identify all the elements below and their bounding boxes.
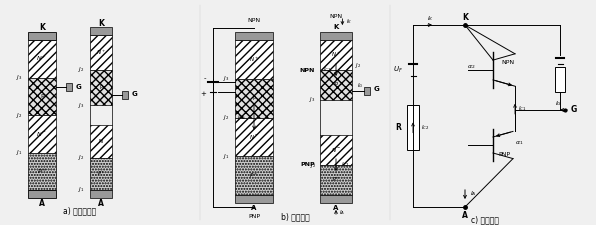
Text: $J_2$: $J_2$ [79,153,85,162]
Text: $N^-$: $N^-$ [331,146,341,154]
Text: $N^+$: $N^+$ [249,55,259,64]
Text: $J_2$: $J_2$ [355,61,361,70]
Text: $J_3$: $J_3$ [224,74,230,83]
Text: a) 晶闸管拆分: a) 晶闸管拆分 [63,207,97,216]
Text: P: P [252,96,256,101]
Text: NPN: NPN [330,14,343,18]
Text: P: P [334,83,337,88]
Text: A: A [98,198,104,207]
Text: $N^-$: $N^-$ [249,133,259,141]
Text: NPN: NPN [501,59,514,65]
Text: $P^+$: $P^+$ [332,176,340,184]
Bar [90,35,112,70]
Bar [28,40,56,77]
Bar [407,105,419,150]
Text: $I_G$: $I_G$ [555,99,562,108]
Text: b) 等效连接: b) 等效连接 [281,212,309,221]
Bar [320,70,352,100]
Text: K: K [98,18,104,27]
Text: A: A [39,198,45,207]
Text: PNP: PNP [248,214,260,220]
Text: P: P [100,85,103,90]
Text: $\alpha_2$: $\alpha_2$ [467,63,475,71]
Bar [90,190,112,198]
Text: $J_3$: $J_3$ [78,101,85,110]
Text: NPN: NPN [247,18,260,22]
Bar [90,125,112,158]
Bar [320,40,352,70]
Text: $I_A$: $I_A$ [470,189,477,198]
Text: $J_1$: $J_1$ [16,148,23,157]
Text: $J_2$: $J_2$ [309,160,316,169]
Text: c) 等效电路: c) 等效电路 [471,216,499,225]
Bar [28,190,56,198]
Bar [364,87,370,95]
Bar [235,40,273,79]
Text: $U_F$: $U_F$ [393,65,403,75]
Bar [90,70,112,105]
Bar [235,195,273,203]
Bar [320,32,352,40]
Text: $N^+$: $N^+$ [36,54,48,63]
Text: K: K [462,13,468,22]
Text: $J_2$: $J_2$ [17,110,23,119]
Text: NPN: NPN [300,68,315,72]
Text: G: G [132,92,138,97]
Text: $P^+$: $P^+$ [249,171,259,180]
Bar [66,83,72,91]
Text: $I_{C1}$: $I_{C1}$ [322,65,331,74]
Text: $P^+$: $P^+$ [37,167,47,176]
Text: $P^+$: $P^+$ [97,169,105,178]
Text: G: G [374,86,380,92]
Text: P: P [40,94,44,99]
Text: G: G [571,106,578,115]
Bar [235,156,273,195]
Text: $N^+$: $N^+$ [331,51,341,59]
Text: K: K [39,22,45,32]
Text: PNP: PNP [300,162,315,167]
Text: N: N [99,139,103,144]
Text: $J_3$: $J_3$ [16,73,23,82]
Bar [28,115,56,153]
Text: +: + [200,92,206,97]
Bar [122,90,128,99]
Text: R: R [395,123,401,132]
Bar [555,67,565,92]
Bar [320,195,352,203]
Bar [320,135,352,165]
Bar [320,165,352,195]
Bar [90,158,112,190]
Text: $J_1$: $J_1$ [224,152,230,161]
Bar [235,117,273,156]
Bar [235,79,273,117]
Text: $J_2$: $J_2$ [224,113,230,122]
Bar [28,77,56,115]
Text: A: A [252,205,257,211]
Text: $I_A$: $I_A$ [339,209,345,217]
Bar [28,153,56,190]
Text: $I_{C2}$: $I_{C2}$ [421,123,429,132]
Text: $J_1$: $J_1$ [78,185,85,194]
Text: $I_{C1}$: $I_{C1}$ [518,104,526,113]
Bar [90,27,112,35]
Text: $I_{C0}$: $I_{C0}$ [237,113,246,122]
Text: $I_K$: $I_K$ [346,18,353,27]
Text: A: A [462,211,468,220]
Text: $N^-$: $N^-$ [36,130,48,138]
Text: A: A [333,205,339,211]
Text: $J_3$: $J_3$ [309,95,316,104]
Text: $N^+$: $N^+$ [96,48,106,57]
Text: $J_2$: $J_2$ [79,65,85,74]
Text: $\alpha_1$: $\alpha_1$ [515,139,523,147]
Bar [28,32,56,40]
Text: -: - [203,76,206,81]
Text: $I_G$: $I_G$ [357,81,364,90]
Bar [235,32,273,40]
Text: $I_{C2}$: $I_{C2}$ [341,161,349,169]
Text: G: G [76,84,82,90]
Text: K: K [333,24,339,30]
Text: $I_K$: $I_K$ [427,15,433,23]
Text: PNP: PNP [498,153,510,158]
